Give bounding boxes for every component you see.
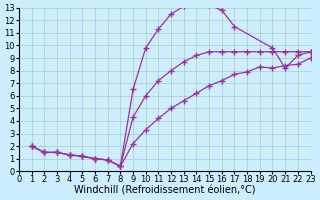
X-axis label: Windchill (Refroidissement éolien,°C): Windchill (Refroidissement éolien,°C) — [74, 186, 255, 196]
